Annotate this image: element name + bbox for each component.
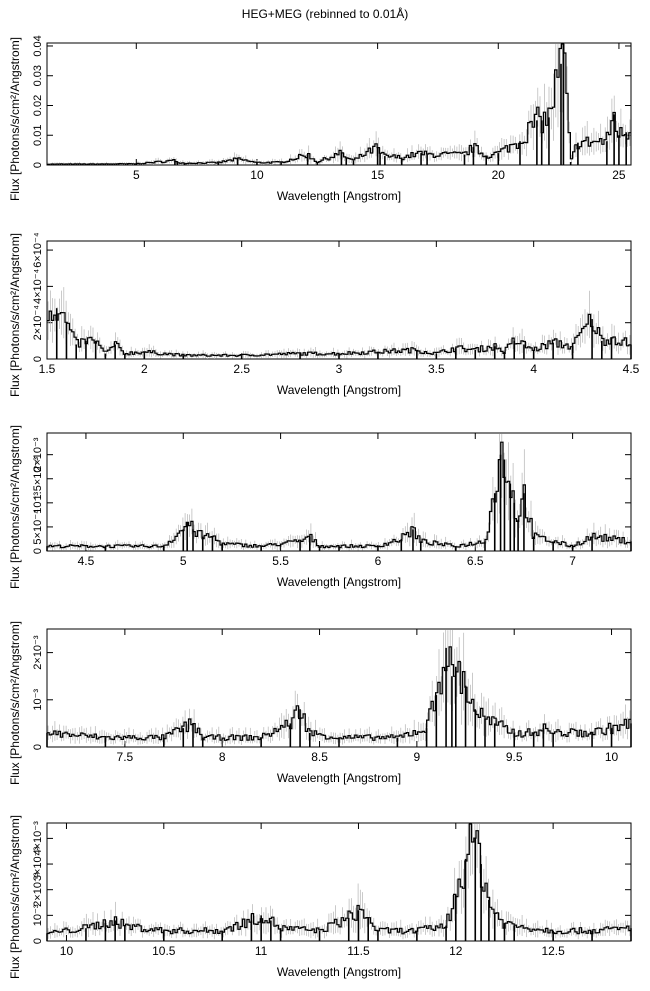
x-tick-label: 10 [250,168,264,182]
y-tick-label: 2×10⁻⁴ [32,305,44,341]
y-tick-label: 2×10⁻³ [32,437,44,472]
x-tick-label: 5 [180,554,187,568]
x-tick-label: 6 [375,554,382,568]
x-axis-label: Wavelength [Angstrom] [277,575,401,589]
x-tick-label: 3.5 [428,362,445,376]
error-bars [47,287,631,359]
x-tick-label: 5 [133,168,140,182]
x-tick-label: 7 [569,554,576,568]
error-bars [47,434,631,551]
y-tick-label: 0 [32,356,44,362]
x-tick-label: 4.5 [623,362,640,376]
y-tick-label: 0 [32,162,44,168]
y-tick-label: 10⁻³ [32,492,44,514]
spectrum-line [47,823,631,935]
y-tick-label: 1.5×10⁻³ [32,457,44,501]
y-axis-label: Flux [Photons/s/cm²/Angstrom] [8,815,22,979]
x-tick-label: 10.5 [152,944,176,958]
spectrum-line [47,310,631,357]
y-tick-label: 4×10⁻³ [32,821,44,856]
x-tick-label: 7.5 [117,750,134,764]
x-tick-label: 6.5 [467,554,484,568]
axes-frame [46,432,632,552]
x-tick-label: 11 [255,944,268,958]
y-tick-label: 2×10⁻³ [32,635,44,670]
x-tick-label: 8.5 [311,750,328,764]
x-tick-label: 4.5 [78,554,95,568]
y-tick-label: 0.02 [32,95,44,116]
y-tick-label: 0 [32,548,44,554]
y-axis-label: Flux [Photons/s/cm²/Angstrom] [8,37,22,201]
y-tick-label: 0.04 [32,35,44,56]
y-axis-label: Flux [Photons/s/cm²/Angstrom] [8,233,22,397]
x-tick-label: 10 [60,944,74,958]
x-tick-label: 20 [492,168,506,182]
x-tick-label: 5.5 [272,554,289,568]
x-tick-label: 25 [612,168,626,182]
x-axis-label: Wavelength [Angstrom] [277,771,401,785]
x-tick-label: 2.5 [233,362,250,376]
axes-frame [46,822,632,942]
error-bars [47,630,631,746]
y-axis-label: Flux [Photons/s/cm²/Angstrom] [8,621,22,785]
x-tick-label: 8 [219,750,226,764]
x-tick-label: 12 [449,944,463,958]
y-tick-label: 10⁻³ [32,904,44,926]
spectrum-line [47,43,631,165]
x-axis-label: Wavelength [Angstrom] [277,965,401,979]
y-tick-label: 2×10⁻³ [32,872,44,907]
x-tick-label: 9.5 [506,750,523,764]
y-tick-label: 0 [32,938,44,944]
y-tick-label: 0 [32,744,44,750]
x-axis-label: Wavelength [Angstrom] [277,383,401,397]
page-title: HEG+MEG (rebinned to 0.01Å) [241,7,409,21]
x-tick-label: 15 [371,168,385,182]
x-tick-label: 2 [141,362,148,376]
x-tick-label: 1.5 [39,362,56,376]
y-tick-label: 4×10⁻⁴ [32,268,44,304]
y-tick-label: 3×10⁻³ [32,847,44,882]
x-tick-label: 11.5 [347,944,370,958]
x-tick-label: 10 [605,750,619,764]
y-axis-label: Flux [Photons/s/cm²/Angstrom] [8,425,22,589]
x-tick-label: 3 [336,362,343,376]
y-tick-label: 0.03 [32,65,44,86]
spectrum-line [47,441,631,549]
axes-frame [46,42,632,166]
y-tick-label: 6×10⁻⁴ [32,232,44,268]
y-tick-label: 5×10⁻⁴ [32,509,44,545]
spectrum-line [47,646,631,741]
x-tick-label: 9 [414,750,421,764]
y-tick-label: 10⁻³ [32,689,44,711]
x-axis-label: Wavelength [Angstrom] [277,189,401,203]
x-tick-label: 4 [530,362,537,376]
error-bars [47,824,631,940]
y-tick-label: 0.01 [32,125,44,146]
axes-frame [46,240,632,360]
error-bars [47,44,631,165]
x-tick-label: 12.5 [541,944,565,958]
